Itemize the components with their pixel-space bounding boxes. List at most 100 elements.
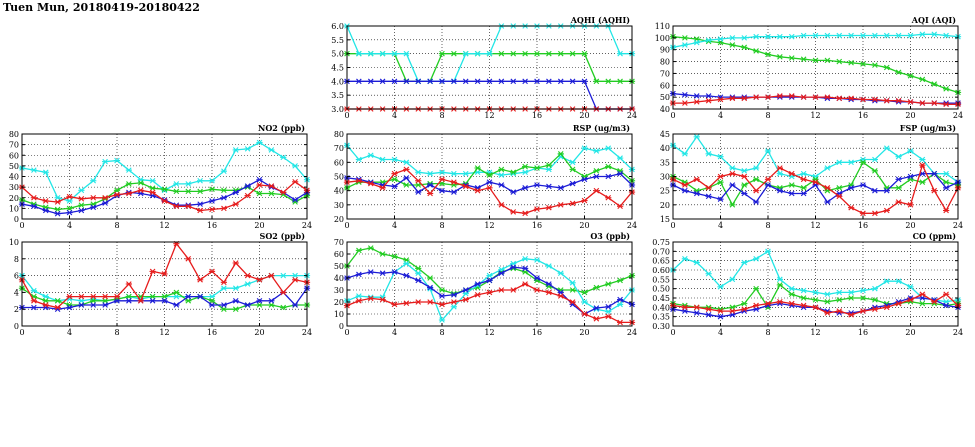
data-point — [717, 96, 724, 103]
y-tick-label: 0.35 — [652, 313, 670, 322]
y-tick-label: 0.70 — [652, 247, 670, 256]
y-tick-label: 0.75 — [652, 238, 670, 247]
data-point — [883, 97, 890, 104]
x-tick-label: 24 — [953, 221, 963, 230]
y-tick-label: 30 — [9, 183, 19, 192]
x-tick-label: 20 — [579, 328, 589, 337]
data-point — [498, 166, 505, 173]
data-point — [705, 185, 712, 191]
data-point — [705, 93, 712, 99]
data-point — [391, 176, 398, 183]
data-point — [415, 189, 422, 195]
data-point — [256, 277, 263, 283]
data-point — [788, 33, 795, 40]
data-point — [943, 170, 950, 177]
x-tick-label: 12 — [810, 111, 820, 120]
chart-title: NO2 (ppb) — [258, 123, 305, 133]
data-point — [66, 304, 73, 311]
data-point — [764, 148, 772, 154]
data-point — [907, 297, 914, 303]
data-point — [717, 173, 724, 180]
data-point — [533, 206, 541, 212]
data-point — [605, 163, 612, 170]
data-point — [907, 284, 914, 290]
data-point — [605, 313, 612, 320]
data-point — [54, 210, 61, 217]
data-point — [895, 153, 902, 160]
data-point — [78, 298, 85, 304]
data-point — [788, 170, 795, 177]
data-point — [871, 156, 878, 163]
data-point — [102, 298, 109, 304]
data-point — [753, 187, 760, 194]
data-point — [415, 270, 422, 276]
y-tick-label: 5.0 — [331, 50, 344, 59]
y-tick-label: 110 — [655, 22, 670, 31]
data-point — [800, 176, 807, 183]
data-point — [836, 159, 843, 166]
y-tick-label: 10 — [9, 204, 19, 213]
data-point — [522, 185, 529, 191]
data-point — [705, 97, 712, 104]
data-point — [907, 173, 914, 180]
data-point — [788, 182, 795, 188]
y-tick-label: 5.5 — [331, 36, 344, 45]
data-point — [776, 33, 783, 40]
data-point — [729, 42, 736, 48]
data-point — [438, 187, 446, 194]
data-point — [415, 78, 422, 85]
data-point — [681, 35, 688, 41]
data-point — [486, 185, 493, 191]
x-tick-label: 24 — [627, 328, 637, 337]
data-point — [617, 170, 624, 177]
data-point — [54, 206, 61, 213]
data-point — [693, 304, 700, 311]
x-tick-label: 16 — [532, 328, 542, 337]
data-point — [232, 201, 239, 207]
data-point — [510, 264, 517, 270]
data-point — [292, 302, 299, 308]
x-tick-label: 4 — [67, 328, 72, 337]
data-point — [292, 197, 299, 203]
data-point — [379, 50, 386, 57]
series-line-cyan — [346, 258, 633, 322]
data-point — [557, 293, 564, 299]
y-tick-label: 0.65 — [652, 257, 670, 266]
data-point — [557, 270, 564, 276]
data-point — [919, 100, 926, 106]
y-tick-label: 70 — [9, 141, 19, 150]
data-point — [232, 306, 239, 312]
data-point — [788, 291, 795, 298]
y-tick-label: 50 — [334, 173, 344, 182]
data-point — [593, 284, 600, 291]
x-tick-label: 4 — [718, 221, 723, 230]
data-point — [729, 95, 736, 102]
data-point — [510, 189, 517, 195]
data-point — [943, 291, 950, 298]
data-point — [438, 293, 446, 299]
data-point — [836, 308, 843, 314]
data-point — [717, 179, 724, 185]
data-point — [510, 209, 517, 215]
data-point — [522, 281, 529, 287]
data-point — [244, 183, 251, 189]
data-point — [438, 287, 446, 293]
data-point — [522, 163, 529, 170]
data-point — [800, 32, 807, 39]
data-point — [753, 176, 760, 183]
data-point — [510, 169, 517, 176]
chart-co: 0.300.350.400.450.500.550.600.650.700.75… — [652, 231, 963, 337]
data-point — [836, 32, 843, 39]
chart-title: RSP (ug/m3) — [573, 123, 630, 133]
data-point — [812, 289, 819, 296]
data-point — [943, 185, 950, 191]
data-point — [427, 182, 434, 188]
data-point — [764, 33, 772, 40]
data-point — [161, 298, 168, 304]
data-point — [220, 205, 227, 212]
data-point — [486, 272, 493, 279]
data-point — [355, 50, 362, 57]
data-point — [836, 289, 843, 296]
